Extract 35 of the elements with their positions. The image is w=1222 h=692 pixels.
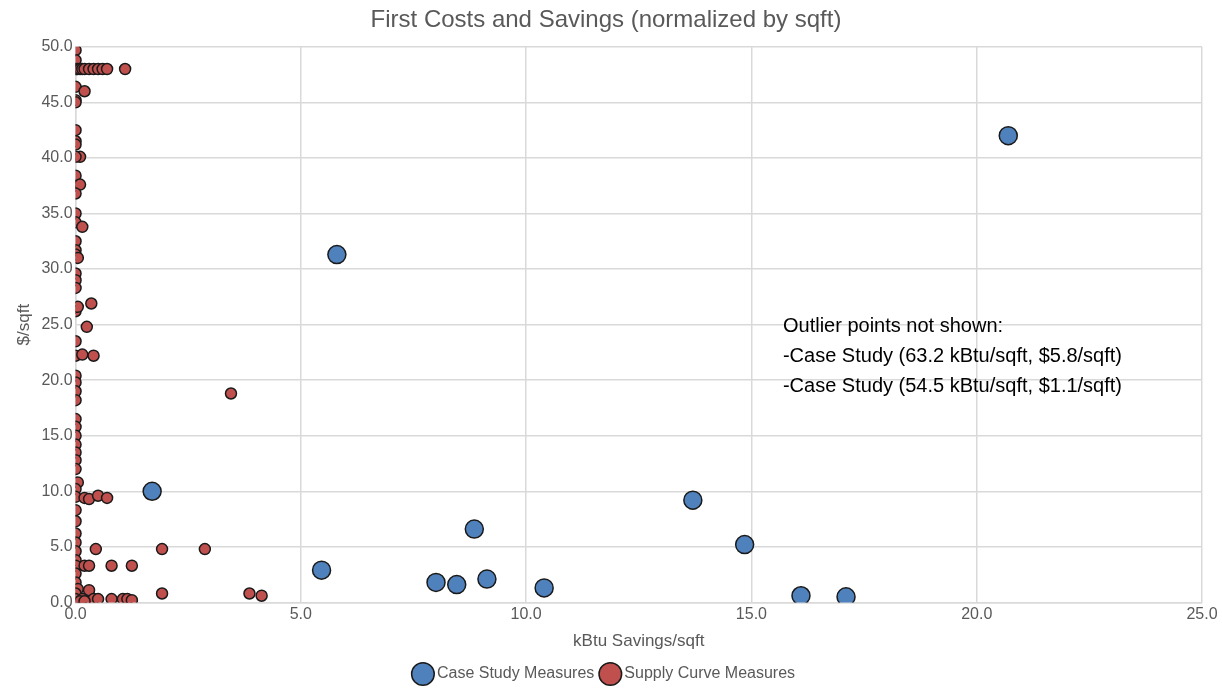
annotation: Outlier points not shown: <box>782 314 1004 337</box>
y-tick-label: 40.0 <box>41 148 73 166</box>
x-tick-label: 5.0 <box>289 605 313 623</box>
x-tick-label: 20.0 <box>961 605 993 623</box>
y-tick-label: 15.0 <box>41 426 73 444</box>
point <box>998 125 1018 146</box>
y-tick-label: 5.0 <box>50 537 73 555</box>
y-axis-title: $/sqft <box>13 303 33 346</box>
y-tick-label: 30.0 <box>41 259 73 277</box>
chart-title: First Costs and Savings (normalized by sqft) <box>370 5 842 33</box>
point <box>446 574 467 595</box>
point <box>836 587 856 603</box>
point <box>327 244 347 265</box>
y-tick-label: 50.0 <box>41 37 73 55</box>
point <box>477 569 497 589</box>
point <box>683 490 703 510</box>
legend-label: Case Study Measures <box>436 664 595 682</box>
y-tick-label: 20.0 <box>41 370 73 388</box>
annotation: -Case Study (63.2 kBtu/sqft, $5.8/sqft) <box>782 344 1123 367</box>
point <box>791 585 811 603</box>
point <box>311 560 332 580</box>
y-tick-label: 35.0 <box>41 203 73 221</box>
legend-label: Supply Curve Measures <box>624 664 796 682</box>
x-tick-label: 25.0 <box>1186 605 1218 623</box>
point <box>464 519 485 539</box>
y-tick-label: 10.0 <box>41 481 73 499</box>
annotation: -Case Study (54.5 kBtu/sqft, $1.1/sqft) <box>782 374 1123 397</box>
point <box>734 534 755 555</box>
y-tick-label: 45.0 <box>41 92 73 110</box>
x-axis-title: kBtu Savings/sqft <box>573 631 705 651</box>
x-tick-label: 10.0 <box>510 605 542 623</box>
point <box>426 572 446 593</box>
x-tick-label: 15.0 <box>735 605 768 623</box>
point <box>534 578 554 598</box>
y-tick-label: 25.0 <box>41 315 73 333</box>
